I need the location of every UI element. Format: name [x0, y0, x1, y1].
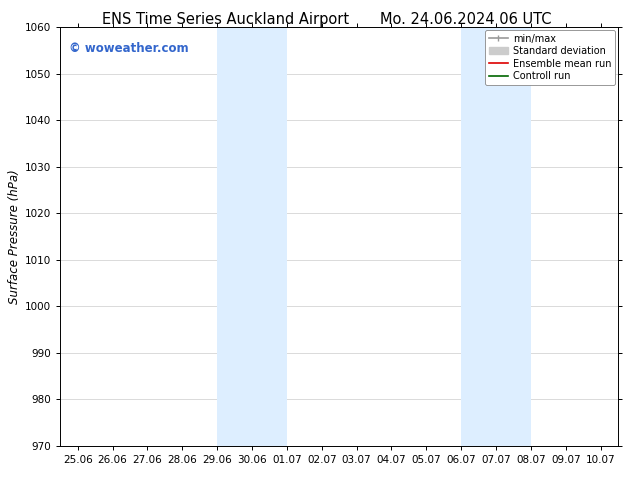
Text: Mo. 24.06.2024 06 UTC: Mo. 24.06.2024 06 UTC [380, 12, 552, 27]
Bar [462, 27, 531, 446]
Text: © woweather.com: © woweather.com [68, 42, 188, 54]
Y-axis label: Surface Pressure (hPa): Surface Pressure (hPa) [8, 169, 21, 304]
Bar [217, 27, 287, 446]
Legend: min/max, Standard deviation, Ensemble mean run, Controll run: min/max, Standard deviation, Ensemble me… [484, 30, 615, 85]
Text: ENS Time Series Auckland Airport: ENS Time Series Auckland Airport [101, 12, 349, 27]
